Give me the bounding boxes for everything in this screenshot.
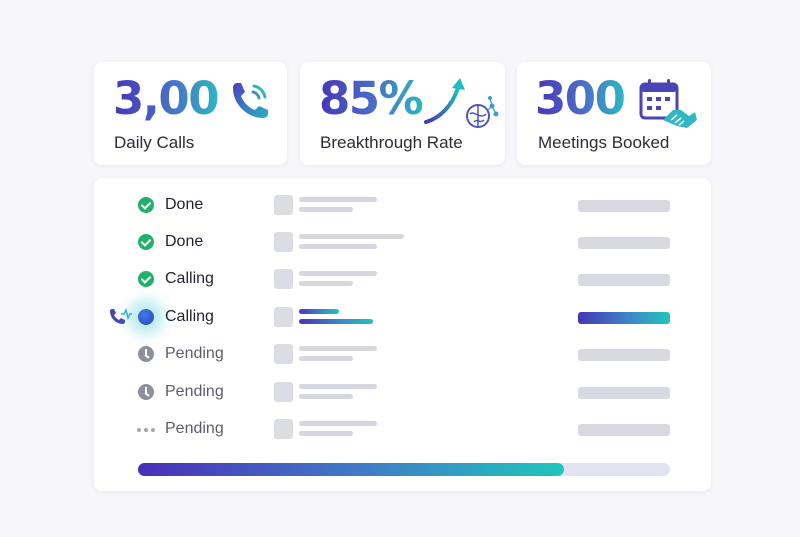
task-row[interactable]: Done <box>94 227 711 257</box>
calendar-handshake-icon <box>639 79 697 128</box>
overall-progress-fill <box>138 463 564 476</box>
contact-avatar-placeholder <box>274 382 293 402</box>
daily-calls-value: 3,00 <box>113 72 220 125</box>
contact-avatar-placeholder <box>274 232 293 252</box>
contact-detail-placeholder <box>299 244 377 249</box>
task-row[interactable]: Pending <box>94 414 711 444</box>
task-status-label: Pending <box>165 420 224 437</box>
contact-detail-placeholder <box>299 356 353 361</box>
contact-name-placeholder <box>299 234 404 239</box>
contact-name-placeholder <box>299 421 377 426</box>
task-status-label: Calling <box>165 270 214 287</box>
breakthrough-rate-label: Breakthrough Rate <box>320 133 463 152</box>
contact-name-placeholder <box>299 309 339 314</box>
active-call-indicator-icon <box>138 309 154 325</box>
meetings-booked-label: Meetings Booked <box>538 133 670 152</box>
clock-icon <box>138 346 154 362</box>
contact-avatar-placeholder <box>274 307 293 327</box>
call-queue-panel: Done Done Calling <box>94 178 711 491</box>
call-progress-bar <box>578 349 670 361</box>
check-icon <box>138 197 154 213</box>
check-icon <box>138 234 154 250</box>
task-row[interactable]: Pending <box>94 339 711 369</box>
more-dots-icon <box>136 421 158 437</box>
call-progress-bar <box>578 387 670 399</box>
breakthrough-rate-card: 85% Breakthrough Rate <box>300 62 505 165</box>
breakthrough-rate-value: 85% <box>319 72 424 125</box>
task-status-label: Pending <box>165 383 224 400</box>
contact-detail-placeholder <box>299 281 353 286</box>
task-row[interactable]: Done <box>94 190 711 220</box>
contact-avatar-placeholder <box>274 419 293 439</box>
contact-detail-placeholder <box>299 319 373 324</box>
contact-detail-placeholder <box>299 207 353 212</box>
call-progress-bar <box>578 200 670 212</box>
task-status-label: Calling <box>165 308 214 325</box>
phone-icon <box>233 83 268 118</box>
task-status-label: Done <box>165 233 204 250</box>
call-progress-bar <box>578 274 670 286</box>
task-row[interactable]: Pending <box>94 377 711 407</box>
contact-avatar-placeholder <box>274 195 293 215</box>
task-row-active[interactable]: Calling <box>94 302 711 332</box>
contact-name-placeholder <box>299 197 377 202</box>
task-status-label: Pending <box>165 345 224 362</box>
call-progress-bar <box>578 424 670 436</box>
contact-detail-placeholder <box>299 394 353 399</box>
live-call-icon <box>110 307 132 324</box>
meetings-booked-card: 300 Meetings Booked <box>517 62 711 165</box>
brain-growth-icon <box>424 78 499 128</box>
contact-name-placeholder <box>299 384 377 389</box>
call-progress-bar-active <box>578 312 670 324</box>
contact-name-placeholder <box>299 271 377 276</box>
daily-calls-label: Daily Calls <box>114 133 195 152</box>
overall-progress-bar <box>138 463 670 476</box>
check-icon <box>138 271 154 287</box>
meetings-booked-value: 300 <box>535 72 626 125</box>
daily-calls-card: 3,00 Daily Calls <box>94 62 287 165</box>
call-progress-bar <box>578 237 670 249</box>
task-status-label: Done <box>165 196 204 213</box>
contact-detail-placeholder <box>299 431 353 436</box>
contact-avatar-placeholder <box>274 344 293 364</box>
task-row[interactable]: Calling <box>94 264 711 294</box>
contact-avatar-placeholder <box>274 269 293 289</box>
contact-name-placeholder <box>299 346 377 351</box>
clock-icon <box>138 384 154 400</box>
